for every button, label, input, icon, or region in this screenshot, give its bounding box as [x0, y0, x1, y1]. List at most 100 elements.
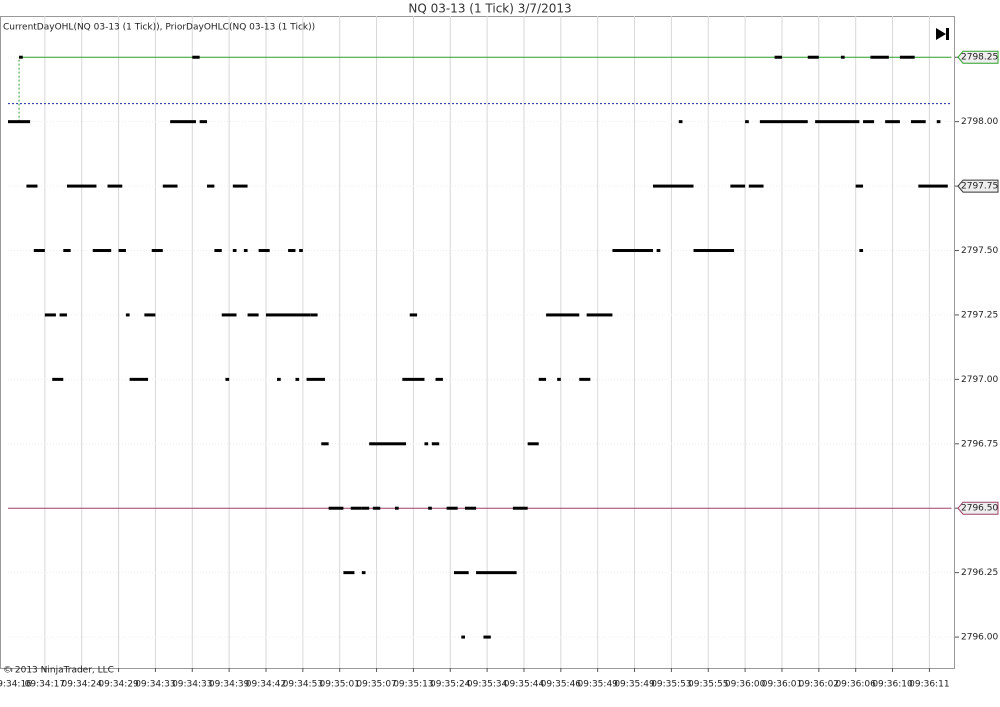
tick-segment	[221, 313, 237, 317]
tick-segment	[199, 120, 208, 124]
tick-segment	[33, 249, 45, 253]
tick-segment	[343, 571, 355, 575]
tick-segment	[476, 571, 517, 575]
tick-segment	[612, 249, 653, 253]
tick-segment	[409, 313, 418, 317]
tick-segment	[730, 184, 746, 188]
play-icon[interactable]	[936, 28, 946, 40]
tick-segment	[144, 313, 156, 317]
tick-segment	[855, 184, 864, 188]
y-tick-label: 2797.75	[961, 182, 998, 192]
y-tick-label: 2798.25	[961, 53, 998, 63]
tick-segment	[162, 184, 178, 188]
tick-segment	[527, 442, 539, 446]
tick-segment	[453, 571, 469, 575]
x-tick-label: 09:35:13	[393, 680, 433, 690]
x-tick-label: 09:35:49	[577, 680, 618, 690]
x-tick-label: 09:35:01	[319, 680, 359, 690]
x-tick-label: 09:35:24	[430, 680, 471, 690]
x-tick-label: 09:35:49	[614, 680, 655, 690]
tick-segment	[759, 120, 808, 124]
x-tick-label: 09:35:53	[651, 680, 691, 690]
tick-segment	[321, 442, 329, 446]
tick-segment	[870, 55, 889, 59]
tick-segment	[26, 184, 38, 188]
y-tick-label: 2797.25	[961, 310, 998, 320]
x-tick-label: 09:36:00	[725, 680, 766, 690]
y-tick-label: 2796.25	[961, 568, 998, 578]
axes: 09:34:1609:34:1709:34:2409:34:2909:34:33…	[0, 50, 999, 690]
tick-segment	[92, 249, 112, 253]
tick-segment	[299, 249, 303, 253]
tick-segment	[369, 442, 377, 446]
y-tick-label: 2796.00	[961, 633, 998, 643]
x-tick-label: 09:35:44	[504, 680, 545, 690]
x-tick-label: 09:36:01	[762, 680, 802, 690]
tick-segment	[899, 55, 915, 59]
tick-segment	[579, 377, 591, 381]
tick-segment	[538, 377, 547, 381]
tick-segment	[745, 120, 749, 124]
tick-segment	[118, 249, 126, 253]
x-tick-label: 09:34:24	[62, 680, 103, 690]
x-tick-label: 09:34:29	[98, 680, 139, 690]
tick-segment	[125, 313, 130, 317]
tick-segment	[428, 506, 432, 510]
tick-segment	[214, 249, 222, 253]
tick-segment	[885, 120, 900, 124]
tick-segment	[461, 635, 466, 639]
tick-segment	[151, 249, 163, 253]
tick-segment	[435, 377, 443, 381]
chart-title: NQ 03-13 (1 Tick) 3/7/2013	[408, 2, 571, 16]
tick-segment	[863, 120, 875, 124]
tick-segment	[807, 55, 819, 59]
tick-segment	[19, 55, 23, 59]
tick-segment	[376, 442, 407, 446]
x-tick-label: 09:34:33	[135, 680, 175, 690]
tick-segment	[107, 184, 123, 188]
scroll-end-button[interactable]	[930, 24, 952, 44]
tick-segment	[424, 442, 429, 446]
end-bar-icon[interactable]	[946, 28, 949, 40]
tick-segment	[265, 313, 311, 317]
y-tick-label: 2796.50	[961, 504, 998, 514]
tick-segment	[557, 377, 561, 381]
tick-segment	[840, 55, 845, 59]
tick-segment	[295, 377, 300, 381]
x-tick-label: 09:35:55	[688, 680, 728, 690]
tick-segment	[247, 313, 259, 317]
tick-segment	[546, 313, 580, 317]
x-tick-label: 09:34:53	[283, 680, 323, 690]
x-tick-label: 09:35:07	[356, 680, 396, 690]
x-tick-label: 09:36:06	[835, 680, 876, 690]
tick-segment	[402, 377, 425, 381]
copyright: © 2013 NinjaTrader, LLC	[3, 666, 114, 676]
price-marker	[957, 50, 999, 64]
x-tick-label: 09:34:17	[25, 680, 65, 690]
tick-segment	[306, 377, 325, 381]
tick-segment	[59, 313, 67, 317]
tick-segment	[225, 377, 230, 381]
x-tick-label: 09:35:46	[541, 680, 582, 690]
tick-segment	[207, 184, 215, 188]
tick-segment	[170, 120, 196, 124]
x-tick-label: 09:34:33	[172, 680, 212, 690]
tick-segment	[431, 442, 440, 446]
tick-segment	[693, 249, 735, 253]
tick-segment	[652, 184, 694, 188]
marks	[8, 55, 952, 639]
tick-segment	[52, 377, 64, 381]
plot-border	[0, 16, 955, 669]
tick-segment	[678, 120, 683, 124]
x-tick-label: 09:36:11	[909, 680, 949, 690]
tick-segment	[815, 120, 860, 124]
tick-segment	[232, 184, 248, 188]
price-marker	[957, 179, 999, 193]
x-tick-label: 09:35:34	[467, 680, 508, 690]
tick-segment	[361, 571, 366, 575]
tick-segment	[63, 249, 71, 253]
tick-segment	[859, 249, 864, 253]
tick-segment	[66, 184, 97, 188]
